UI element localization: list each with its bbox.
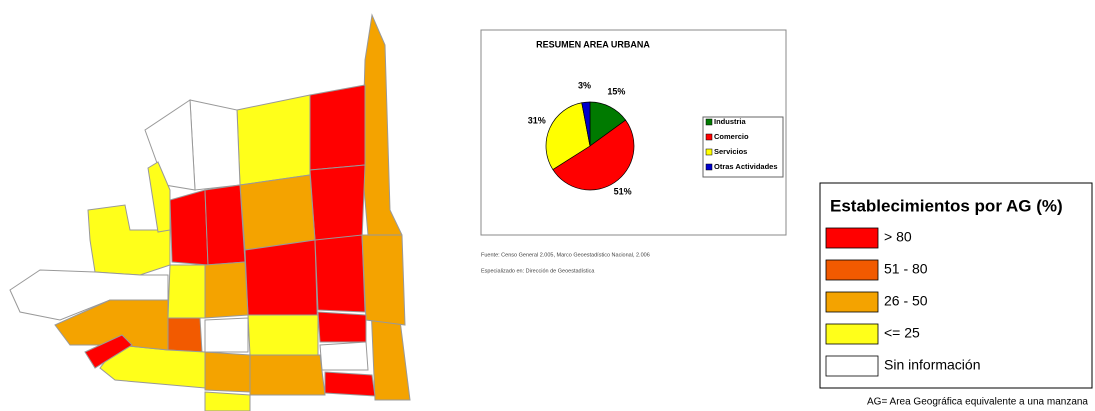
legend-title: Establecimientos por AG (%) — [830, 196, 1063, 215]
legend-label: > 80 — [884, 229, 912, 245]
block — [87, 204, 171, 276]
block — [361, 13, 411, 401]
block — [319, 341, 369, 371]
block — [247, 314, 319, 356]
chart-title: RESUMEN AREA URBANA — [536, 39, 650, 49]
block — [309, 164, 366, 241]
block — [54, 299, 169, 351]
pie-slice — [581, 101, 591, 147]
legend-label: Comercio — [714, 132, 749, 141]
footnote: AG= Area Geográfica equivalente a una ma… — [867, 397, 1088, 408]
legend-label: Servicios — [714, 147, 747, 156]
legend-swatch — [825, 323, 879, 345]
pie-slice — [545, 102, 591, 171]
source-note: Fuente: Censo General 2.005, Marco Geoes… — [481, 252, 650, 258]
block — [204, 184, 246, 266]
legend-swatch — [825, 355, 879, 377]
block — [204, 351, 251, 393]
legend-swatch — [825, 227, 879, 249]
legend-swatch — [825, 259, 879, 281]
legend-label: Otras Actividades — [714, 162, 778, 171]
block — [167, 264, 206, 319]
spatial-note: Especializado en: Dirección de Geoestadí… — [481, 268, 595, 274]
block — [204, 317, 249, 353]
pie-slice — [552, 119, 635, 191]
block — [84, 334, 133, 369]
block — [324, 371, 376, 397]
pie-legend — [702, 116, 784, 178]
block — [317, 311, 367, 343]
block — [236, 94, 311, 186]
block — [147, 161, 171, 233]
block — [9, 269, 169, 321]
pie: 15% 51% 31% 3% — [528, 81, 635, 196]
legend-label: Industria — [714, 117, 746, 126]
block — [167, 317, 203, 353]
legend-swatch — [705, 133, 713, 141]
legend-label: 51 - 80 — [884, 261, 928, 277]
slice-label: 51% — [614, 186, 632, 196]
block — [204, 391, 251, 411]
block — [309, 84, 366, 171]
map-legend — [819, 182, 1093, 389]
slice-label: 15% — [607, 87, 625, 97]
block — [169, 189, 209, 266]
legend-swatch — [705, 118, 713, 126]
legend-swatch — [825, 291, 879, 313]
slice-label: 3% — [578, 81, 591, 91]
legend-label: <= 25 — [884, 325, 920, 341]
block — [314, 234, 366, 313]
block — [204, 261, 249, 319]
legend-label: 26 - 50 — [884, 293, 928, 309]
legend-swatch — [705, 148, 713, 156]
legend-swatch — [705, 163, 713, 171]
legend-label: Sin información — [884, 357, 981, 373]
slice-label: 31% — [528, 115, 546, 125]
block — [239, 174, 316, 251]
block — [361, 234, 406, 326]
block — [249, 354, 326, 396]
block — [189, 99, 241, 191]
map — [9, 13, 411, 411]
